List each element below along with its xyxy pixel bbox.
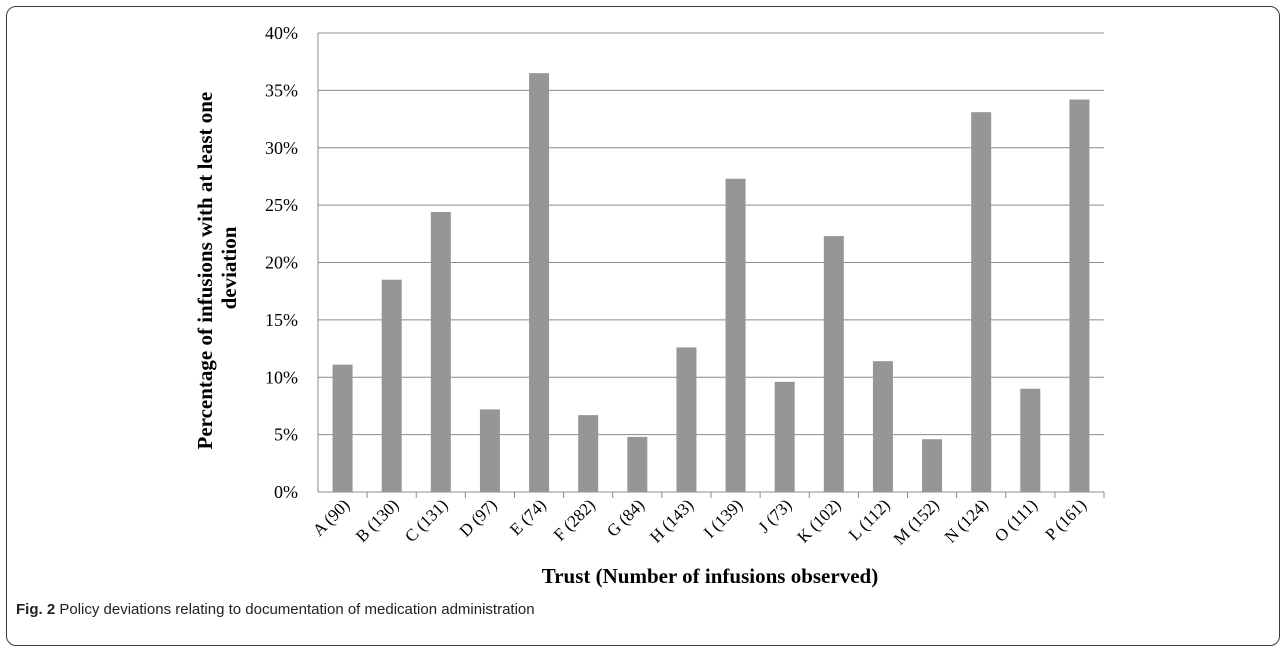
bar	[823, 236, 844, 492]
x-tick-label: J (73)	[754, 495, 795, 536]
x-tick-label: B (130)	[352, 495, 403, 546]
y-tick-labels: 0% 5% 10% 15% 20% 25% 30% 35% 40%	[265, 23, 298, 502]
bar	[578, 415, 599, 492]
bar	[922, 439, 943, 492]
bar	[774, 381, 795, 492]
x-tick-label: E (74)	[506, 495, 550, 539]
y-tick-label: 35%	[265, 80, 298, 100]
y-tick-label: 15%	[265, 310, 298, 330]
x-tick-labels: A (90)B (130)C (131) D (97) E (74) F (282) G…	[309, 495, 1090, 548]
bar	[1020, 388, 1041, 492]
bar	[872, 361, 893, 492]
bar	[479, 409, 500, 492]
figure-frame	[6, 6, 1280, 646]
bar	[529, 73, 550, 492]
x-tick-label: P (161)	[1042, 495, 1091, 544]
figure-caption: Fig. 2 Policy deviations relating to doc…	[16, 601, 535, 618]
x-tick-label: H (143)	[646, 495, 697, 546]
y-tick-label: 20%	[265, 253, 298, 273]
bar	[971, 112, 992, 493]
y-axis-label: Percentage of infusions with at least on…	[193, 87, 241, 450]
bar	[381, 279, 402, 492]
y-tick-label: 10%	[265, 367, 298, 387]
y-tick-label: 0%	[274, 482, 298, 502]
x-tick-label: N (124)	[941, 495, 992, 546]
bar	[725, 178, 746, 493]
bar	[430, 212, 451, 492]
x-tick-label: A (90)	[309, 495, 353, 539]
bar	[1069, 99, 1090, 493]
y-tick-label: 30%	[265, 138, 298, 158]
x-tick-label: M (152)	[890, 495, 943, 548]
bar	[627, 436, 648, 492]
x-axis-label: Trust (Number of infusions observed)	[542, 564, 878, 588]
figure-label: Fig. 2	[16, 601, 56, 618]
x-tick-label: F (282)	[550, 495, 599, 544]
x-tick-label: C (131)	[401, 495, 452, 546]
bar	[332, 364, 353, 492]
y-tick-label: 25%	[265, 195, 298, 215]
x-tick-label: G (84)	[603, 495, 648, 540]
x-tick-label: K (102)	[793, 495, 844, 546]
y-tick-label: 5%	[274, 425, 298, 445]
x-tick-label: L (112)	[845, 495, 894, 544]
figure-caption-text: Policy deviations relating to documentat…	[59, 601, 535, 618]
x-tick-label: I (139)	[700, 495, 746, 541]
y-axis-label-line-1: Percentage of infusions with at least on…	[193, 92, 217, 450]
bar	[676, 347, 697, 492]
bars	[332, 73, 1090, 493]
y-axis-label-line-2: deviation	[217, 226, 241, 309]
y-tick-label: 40%	[265, 23, 298, 43]
x-tick-label: O (111)	[991, 495, 1041, 545]
x-tick-label: D (97)	[456, 495, 501, 540]
